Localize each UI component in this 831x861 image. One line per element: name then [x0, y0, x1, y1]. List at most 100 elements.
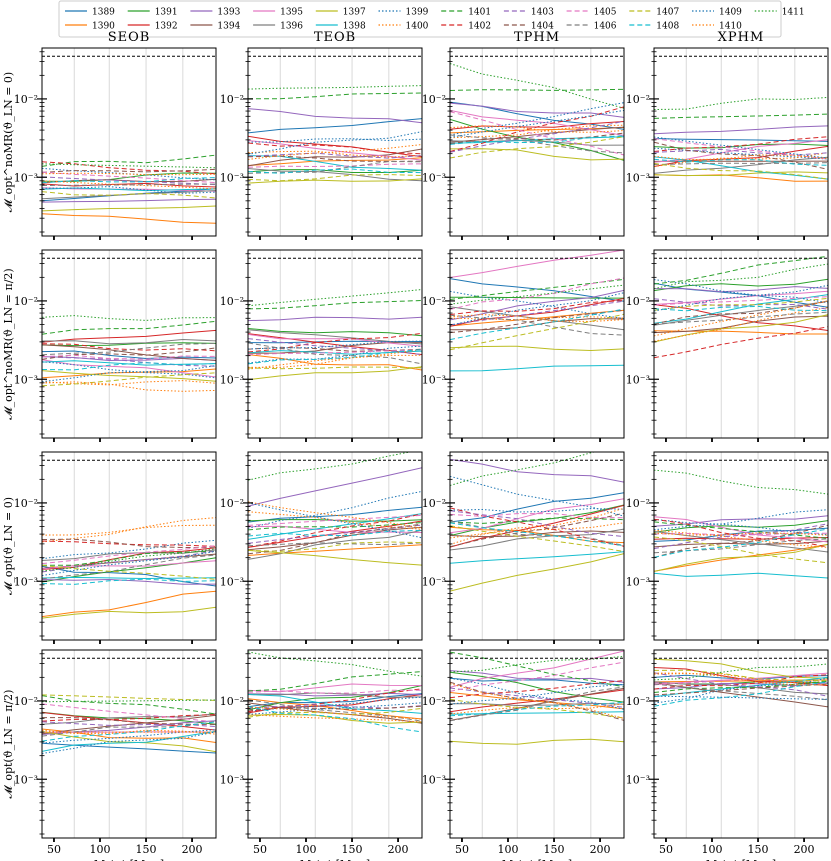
series-1396	[654, 530, 828, 553]
series-1392	[654, 304, 828, 331]
series-1408	[42, 362, 216, 371]
series-1406	[248, 342, 422, 365]
y-tick-label: 10⁻²	[626, 497, 650, 510]
series-1408	[248, 706, 422, 733]
series-1406	[450, 134, 624, 154]
series-1392	[248, 520, 422, 548]
y-tick-label: 10⁻³	[220, 373, 244, 386]
series-1410	[42, 381, 216, 392]
series-group	[654, 658, 828, 708]
series-1409	[450, 683, 624, 705]
legend-label: 1390	[92, 22, 115, 32]
panel-frame	[41, 47, 217, 237]
series-1395	[450, 650, 624, 688]
series-1404	[654, 300, 828, 325]
column-title: XPHM	[718, 30, 765, 45]
series-1405	[654, 138, 828, 160]
legend: 1389 1390 1391 1392 1393 1394 1395 1396 1397 1398…	[58, 0, 805, 38]
series-1390	[248, 354, 422, 371]
series-1398	[654, 572, 828, 579]
series-1401	[248, 522, 422, 531]
column-title: TEOB	[314, 30, 356, 45]
x-tick-label: 200	[794, 843, 815, 856]
x-tick-label: 50	[253, 843, 267, 856]
panel-frame	[653, 451, 829, 641]
panel-frame	[247, 649, 423, 839]
series-1406	[654, 683, 828, 701]
y-tick-label: 10⁻²	[14, 695, 38, 708]
series-1410	[654, 672, 828, 686]
series-1402	[248, 513, 422, 548]
series-group	[450, 452, 624, 592]
series-1401	[450, 651, 624, 688]
series-1400	[450, 124, 624, 139]
series-1397	[450, 345, 624, 352]
series-1401	[654, 521, 828, 539]
series-1408	[248, 168, 422, 174]
series-1407	[42, 191, 216, 199]
series-1407	[248, 707, 422, 718]
legend-label: 1399	[406, 8, 429, 18]
series-group	[248, 452, 422, 566]
series-1391	[248, 518, 422, 522]
series-1407	[654, 297, 828, 311]
y-axis-label: 𝓜_opt(ϑ_LN = 0)	[2, 497, 15, 595]
series-1400	[248, 349, 422, 370]
panel-frame	[653, 649, 829, 839]
y-tick-label: 10⁻³	[220, 171, 244, 184]
x-tick-label: 100	[498, 843, 519, 856]
series-1398	[42, 576, 216, 580]
series-1406	[42, 720, 216, 737]
series-1407	[42, 564, 216, 580]
series-1402	[42, 714, 216, 722]
series-1403	[450, 510, 624, 538]
series-1395	[654, 672, 828, 686]
series-1396	[248, 168, 422, 182]
series-1404	[450, 309, 624, 334]
series-1408	[450, 701, 624, 717]
series-group	[450, 250, 624, 372]
series-1411	[654, 96, 828, 110]
series-1389	[248, 506, 422, 523]
series-1406	[42, 342, 216, 356]
series-1406	[450, 314, 624, 336]
series-group	[42, 154, 216, 224]
series-1406	[654, 538, 828, 554]
series-1405	[42, 703, 216, 723]
series-group	[654, 96, 828, 182]
y-tick-label: 10⁻³	[626, 773, 650, 786]
panel-seob-row4: 10⁻² 10⁻³ 50 100 150 200 M_tot [M_⊙] 𝓜_opt(ϑ_LN…	[2, 649, 217, 861]
series-1394	[248, 342, 422, 354]
x-tick-label: 50	[659, 843, 673, 856]
series-1409	[450, 109, 624, 138]
panel-xphm-row2: 10⁻² 10⁻³	[626, 249, 829, 442]
x-axis-label: M_tot [M_⊙]	[502, 858, 572, 861]
series-1408	[450, 308, 624, 341]
series-1389	[42, 565, 216, 587]
series-1396	[450, 306, 624, 331]
series-1395	[42, 359, 216, 378]
series-1397	[654, 543, 828, 572]
legend-label: 1391	[155, 8, 178, 18]
series-1411	[450, 655, 624, 673]
series-1411	[654, 663, 828, 681]
series-1402	[248, 688, 422, 713]
series-1391	[654, 278, 828, 292]
panel-seob-row3: 10⁻² 10⁻³𝓜_opt(ϑ_LN = 0)	[2, 451, 217, 644]
series-1399	[450, 290, 624, 320]
series-1395	[248, 333, 422, 347]
series-1402	[654, 518, 828, 548]
series-1411	[654, 469, 828, 495]
legend-label: 1407	[656, 8, 679, 18]
legend-label: 1394	[217, 22, 240, 32]
panel-teob-row2: 10⁻² 10⁻³	[220, 249, 423, 442]
series-1409	[42, 550, 216, 577]
series-1393	[42, 578, 216, 585]
series-1394	[248, 526, 422, 551]
series-1393	[654, 125, 828, 135]
series-1403	[654, 523, 828, 550]
series-1396	[42, 338, 216, 345]
series-1400	[654, 152, 828, 168]
series-1408	[248, 349, 422, 365]
